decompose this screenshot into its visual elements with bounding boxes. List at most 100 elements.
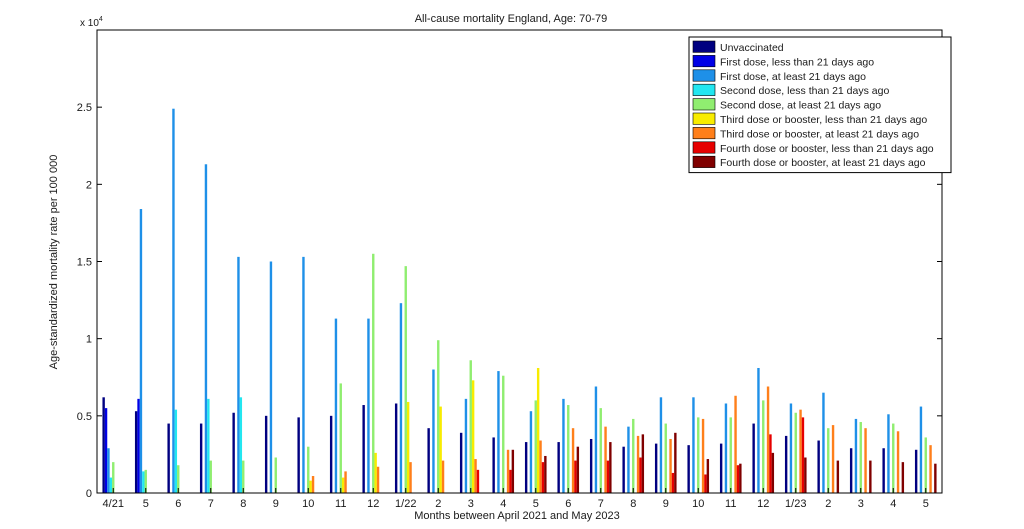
x-tick-label: 11	[725, 498, 736, 510]
bar	[794, 412, 797, 493]
bar	[309, 480, 312, 493]
bar	[822, 392, 825, 493]
bar	[594, 386, 598, 493]
bar	[934, 463, 937, 493]
bar	[329, 415, 333, 493]
bar	[362, 405, 365, 493]
bar	[831, 425, 835, 493]
bar	[474, 459, 477, 493]
bar	[142, 471, 145, 493]
bar	[297, 417, 300, 493]
bar	[529, 411, 533, 493]
legend-swatch	[692, 112, 716, 125]
bar	[762, 400, 765, 493]
bar	[509, 469, 512, 493]
bar	[799, 409, 802, 493]
x-tick-label: 9	[663, 498, 669, 510]
bar	[374, 452, 377, 493]
bar	[112, 462, 115, 493]
x-tick-label: 12	[757, 498, 769, 510]
bar	[804, 457, 807, 493]
y-tick-label: 1	[86, 334, 92, 346]
y-axis-label: Age-standardized mortality rate per 100 …	[48, 155, 60, 370]
bar	[427, 428, 430, 493]
x-tick-label: 3	[858, 498, 864, 510]
x-tick-label: 5	[533, 498, 539, 510]
y-multiplier-base: x 10	[80, 18, 99, 29]
x-tick-label: 10	[302, 498, 314, 510]
bar	[264, 415, 268, 493]
bar	[502, 375, 505, 493]
bar	[701, 418, 705, 493]
bar	[437, 340, 440, 493]
bar	[896, 431, 900, 493]
bar	[139, 209, 143, 493]
bar	[674, 432, 677, 493]
bar	[734, 395, 737, 493]
bar	[459, 432, 463, 493]
bar	[536, 367, 540, 493]
bar	[817, 440, 820, 493]
x-tick-label: 2	[825, 498, 831, 510]
bar	[901, 462, 905, 493]
x-tick-label: 10	[692, 498, 704, 510]
bar	[627, 426, 630, 493]
bar	[174, 409, 178, 493]
bar	[882, 448, 885, 493]
bar	[199, 423, 203, 493]
bar	[887, 414, 890, 493]
bar	[394, 403, 398, 493]
x-axis-label: Months between April 2021 and May 2023	[414, 510, 619, 522]
bar	[372, 253, 375, 493]
bar	[469, 360, 472, 493]
bar	[654, 443, 658, 493]
legend-swatch	[692, 55, 716, 68]
x-tick-label: 1/22	[395, 498, 416, 510]
bar	[704, 474, 707, 493]
bar	[854, 418, 858, 493]
x-axis: 4/21 5 6 7 8 9 10 11 12 1/22 2 3 4 5 6 7 8 9 10 11 12 1/23 2 3 4…	[103, 488, 929, 510]
bar	[534, 400, 537, 493]
bar	[399, 303, 403, 493]
bar	[769, 434, 772, 493]
bar	[539, 440, 542, 493]
bar	[632, 418, 635, 493]
bar	[766, 386, 770, 493]
bar	[107, 448, 110, 493]
x-tick-label: 4/21	[103, 498, 124, 510]
bar	[177, 465, 180, 493]
legend-label: Second dose, less than 21 days ago	[720, 85, 889, 97]
bar	[706, 459, 710, 493]
bar	[924, 437, 927, 493]
bar	[269, 261, 273, 493]
chart-title: All-cause mortality England, Age: 70-79	[415, 13, 608, 25]
bar	[204, 164, 208, 493]
bar	[237, 256, 240, 493]
bar	[609, 442, 612, 493]
x-tick-label: 5	[143, 498, 149, 510]
legend-label: Unvaccinated	[720, 42, 784, 54]
x-tick-label: 5	[923, 498, 929, 510]
bar	[209, 460, 212, 493]
bar	[232, 412, 235, 493]
bar	[752, 423, 755, 493]
bar	[687, 445, 690, 493]
legend-label: First dose, at least 21 days ago	[720, 71, 866, 83]
bar	[134, 411, 138, 493]
bar	[757, 367, 760, 493]
bar	[339, 383, 342, 493]
bar	[109, 477, 113, 493]
legend-label: First dose, less than 21 days ago	[720, 56, 874, 68]
bar	[576, 446, 580, 493]
y-tick-label: 2.5	[77, 102, 92, 114]
bar	[801, 417, 805, 493]
bar	[476, 469, 480, 493]
x-tick-label: 6	[565, 498, 571, 510]
bar	[524, 442, 528, 493]
bar	[562, 398, 565, 493]
bar	[919, 406, 923, 493]
bar	[441, 460, 445, 493]
bar	[574, 460, 577, 493]
bar	[736, 465, 740, 493]
x-tick-label: 4	[890, 498, 896, 510]
